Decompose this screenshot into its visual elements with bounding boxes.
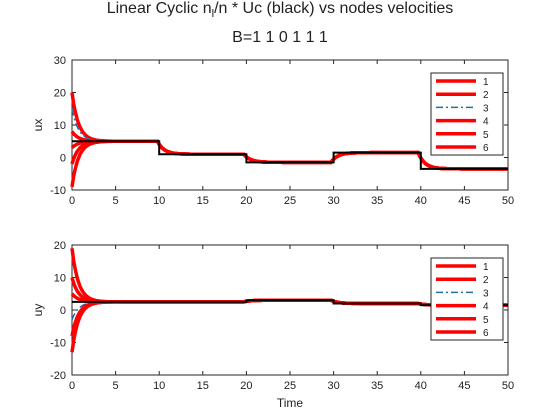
legend-label-2: 2 (483, 275, 489, 286)
x-tick-label: 30 (327, 195, 339, 207)
y-tick-label: -10 (50, 185, 66, 197)
uy-plot: 0 5 10 15 20 25 30 35 40 45 50-20-1001020uyTime123… (31, 240, 514, 410)
x-tick-label: 20 (240, 195, 252, 207)
legend-label-2: 2 (483, 90, 489, 101)
x-tick-label: 20 (240, 380, 252, 392)
y-tick-label: 20 (54, 88, 66, 100)
x-tick-label: 15 (197, 195, 209, 207)
x-tick-label: 15 (197, 380, 209, 392)
x-tick-label: 40 (415, 380, 427, 392)
y-tick-label: 10 (54, 273, 66, 285)
x-tick-label: 5 (113, 380, 119, 392)
x-tick-label: 50 (502, 195, 514, 207)
legend-label-3: 3 (483, 103, 489, 114)
x-tick-label: 45 (458, 380, 470, 392)
x-tick-label: 25 (284, 380, 296, 392)
legend-label-6: 6 (483, 143, 489, 154)
x-tick-label: 10 (153, 380, 165, 392)
y-tick-label: 30 (54, 55, 66, 67)
legend-label-3: 3 (483, 288, 489, 299)
reference-line (72, 140, 508, 170)
y-tick-label: 20 (54, 240, 66, 252)
x-tick-label: 45 (458, 195, 470, 207)
legend-label-4: 4 (483, 302, 489, 313)
y-tick-label: -10 (50, 338, 66, 350)
legend-label-4: 4 (483, 117, 489, 128)
y-tick-label: 10 (54, 120, 66, 132)
x-tick-label: 50 (502, 380, 514, 392)
legend-label-1: 1 (483, 262, 489, 273)
legend-label-6: 6 (483, 328, 489, 339)
y-axis-label: uy (31, 304, 45, 317)
x-tick-label: 10 (153, 195, 165, 207)
legend-label-5: 5 (483, 315, 489, 326)
x-tick-label: 40 (415, 195, 427, 207)
x-tick-label: 0 (69, 195, 75, 207)
y-axis-label: ux (31, 119, 45, 132)
y-tick-label: 0 (60, 305, 66, 317)
x-tick-label: 0 (69, 380, 75, 392)
chart-title: Linear Cyclic nl/n * Uc (black) vs nodes… (107, 0, 454, 20)
x-tick-label: 35 (371, 195, 383, 207)
y-tick-label: 0 (60, 153, 66, 165)
x-tick-label: 30 (327, 380, 339, 392)
y-tick-label: -20 (50, 370, 66, 382)
chart-subtitle: B=1 1 0 1 1 1 (232, 29, 328, 46)
x-tick-label: 35 (371, 380, 383, 392)
x-axis-label: Time (277, 396, 304, 410)
legend-label-5: 5 (483, 130, 489, 141)
legend-label-1: 1 (483, 77, 489, 88)
legend-box (430, 257, 504, 341)
reference-line (72, 299, 508, 307)
legend-box (430, 72, 504, 156)
x-tick-label: 25 (284, 195, 296, 207)
x-tick-label: 5 (113, 195, 119, 207)
